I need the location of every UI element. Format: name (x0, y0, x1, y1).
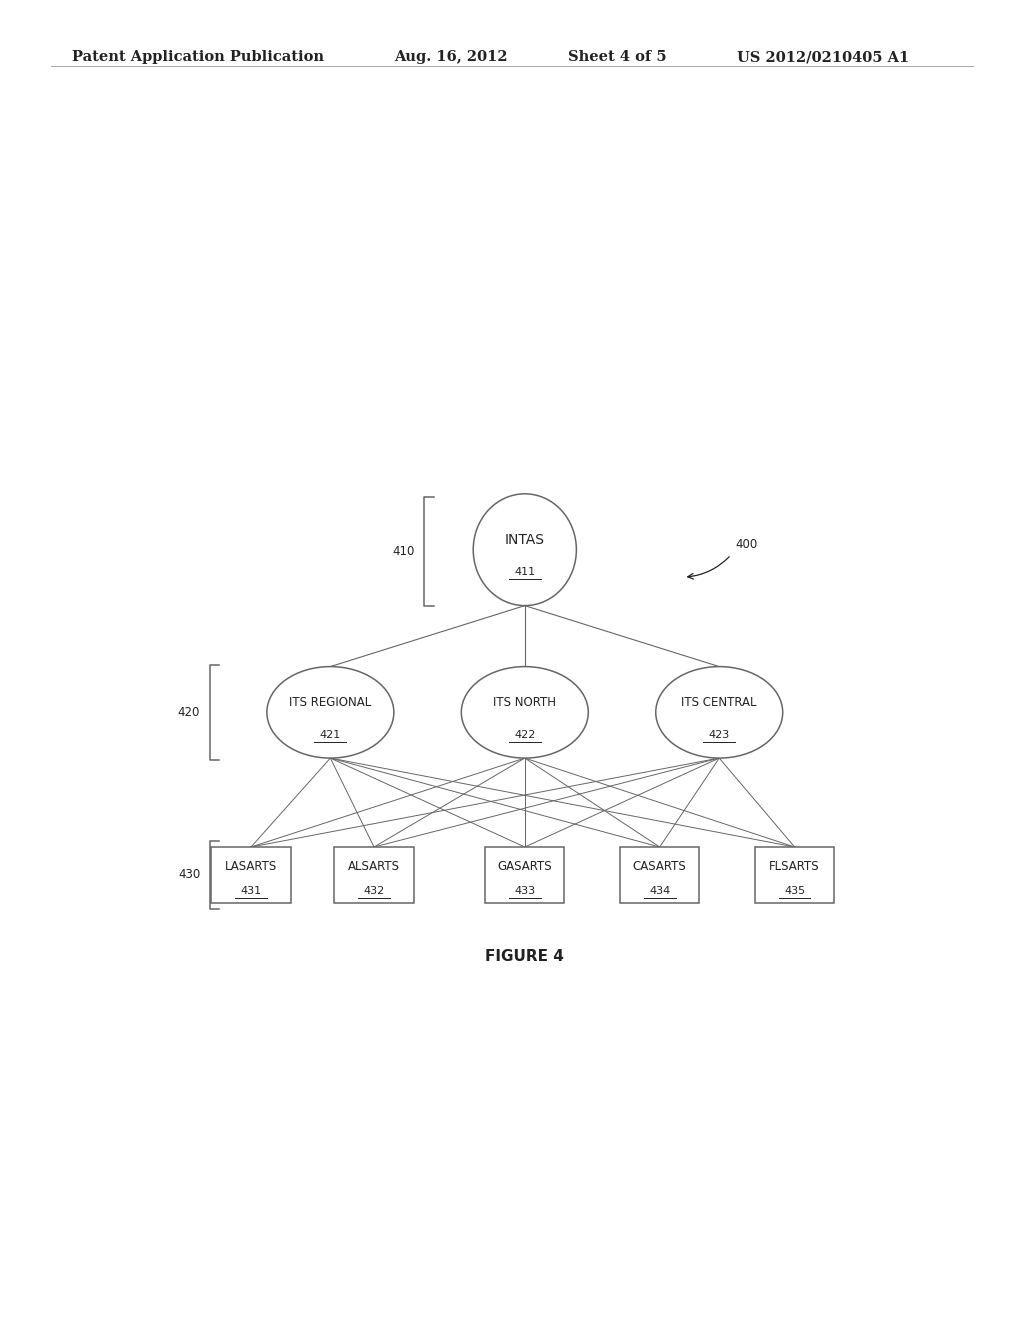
Ellipse shape (655, 667, 782, 758)
Bar (620, 847, 699, 903)
Text: INTAS: INTAS (505, 532, 545, 546)
Text: 421: 421 (319, 730, 341, 739)
Text: 411: 411 (514, 568, 536, 577)
Bar (211, 847, 291, 903)
Bar (485, 847, 564, 903)
Text: US 2012/0210405 A1: US 2012/0210405 A1 (737, 50, 909, 65)
Text: CASARTS: CASARTS (633, 861, 686, 874)
Text: Aug. 16, 2012: Aug. 16, 2012 (394, 50, 508, 65)
Text: GASARTS: GASARTS (498, 861, 552, 874)
Text: 410: 410 (392, 545, 415, 558)
Text: 434: 434 (649, 886, 671, 896)
Text: 435: 435 (784, 886, 805, 896)
Text: 432: 432 (364, 886, 385, 896)
Text: LASARTS: LASARTS (225, 861, 278, 874)
Bar (334, 847, 414, 903)
Text: 423: 423 (709, 730, 730, 739)
Text: FLSARTS: FLSARTS (769, 861, 820, 874)
Text: 431: 431 (241, 886, 261, 896)
Text: 433: 433 (514, 886, 536, 896)
Text: ITS CENTRAL: ITS CENTRAL (682, 696, 757, 709)
Text: ITS REGIONAL: ITS REGIONAL (289, 696, 372, 709)
Text: 400: 400 (735, 539, 758, 552)
Text: Patent Application Publication: Patent Application Publication (72, 50, 324, 65)
Text: ITS NORTH: ITS NORTH (494, 696, 556, 709)
Text: Sheet 4 of 5: Sheet 4 of 5 (568, 50, 667, 65)
Text: 422: 422 (514, 730, 536, 739)
Text: 430: 430 (178, 869, 201, 882)
Text: 420: 420 (178, 706, 201, 719)
Ellipse shape (473, 494, 577, 606)
Ellipse shape (461, 667, 588, 758)
Bar (755, 847, 835, 903)
Text: FIGURE 4: FIGURE 4 (485, 949, 564, 964)
Text: ALSARTS: ALSARTS (348, 861, 400, 874)
Ellipse shape (267, 667, 394, 758)
